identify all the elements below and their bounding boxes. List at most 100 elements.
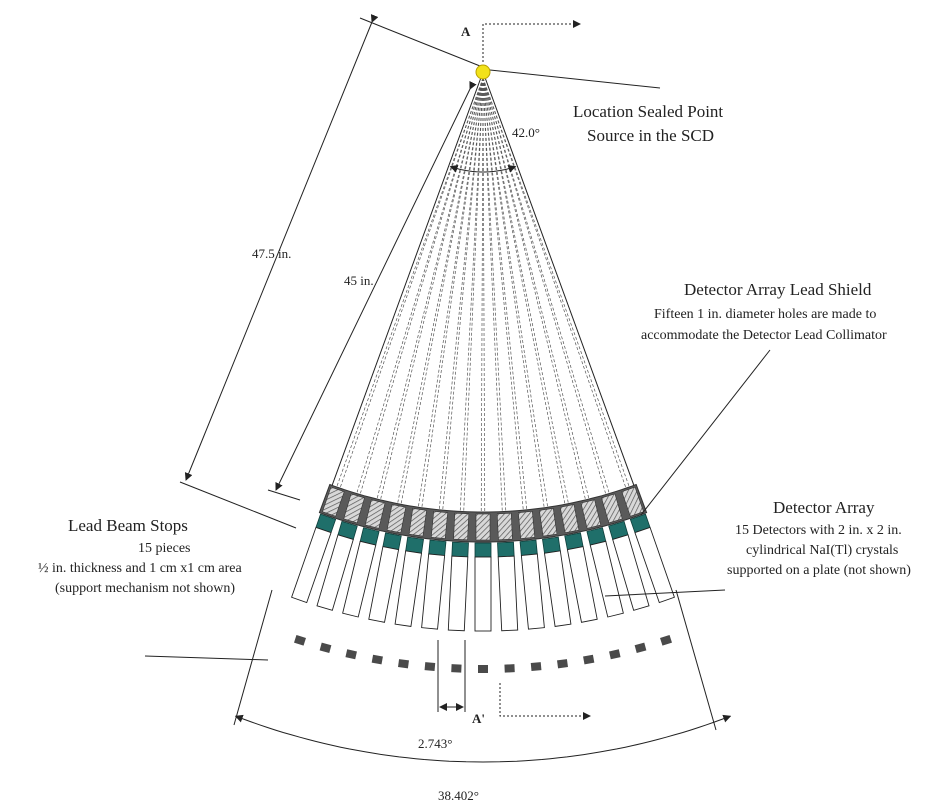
nai-crystal <box>405 536 424 554</box>
stops-desc-line1: 15 pieces <box>138 541 190 556</box>
detector-tube <box>316 534 354 611</box>
detector-tube <box>474 556 492 632</box>
beam-stop <box>557 659 568 669</box>
beam-stop <box>424 662 436 672</box>
detector-tube <box>543 550 572 627</box>
nai-crystal <box>542 536 561 554</box>
source-title-line2: Source in the SCD <box>587 126 714 145</box>
ray-line <box>331 77 484 502</box>
beam-stop <box>634 642 647 653</box>
detector-tube <box>497 555 519 632</box>
inner-dimension-arrow <box>275 80 477 491</box>
span-angle-arc <box>234 714 732 763</box>
nai-crystal <box>428 539 447 556</box>
ray-line <box>440 77 484 526</box>
collimator-hole <box>408 508 427 537</box>
detector-tube <box>589 540 624 618</box>
apex-angle-label: 42.0° <box>512 125 540 140</box>
collimator-hole <box>343 493 365 524</box>
stops-leader-line <box>144 655 269 661</box>
crystal-row <box>315 513 651 558</box>
ray-line <box>482 77 572 519</box>
collimator-hole <box>518 511 536 539</box>
nai-crystal <box>519 539 538 556</box>
collimator-hole <box>430 511 448 539</box>
detector-tube <box>566 546 598 623</box>
inner-dimension-label: 45 in. <box>344 273 374 288</box>
ray-line <box>482 77 529 525</box>
span-angle-label: 38.402° <box>438 788 479 803</box>
detector-tube <box>342 540 377 618</box>
beam-stop <box>583 654 595 665</box>
outer-dimension-label: 47.5 in. <box>252 246 291 261</box>
nai-crystal <box>451 541 469 558</box>
section-a-arrow <box>482 20 581 62</box>
beam-stop <box>478 665 488 673</box>
array-desc-line3: supported on a plate (not shown) <box>727 563 911 578</box>
ray-line <box>482 77 590 515</box>
array-title: Detector Array <box>773 498 875 517</box>
detector-tube <box>291 526 332 604</box>
collimator-hole <box>539 508 558 537</box>
section-label-a: A <box>461 24 471 39</box>
ray-line <box>482 77 486 527</box>
shield-leader-line <box>640 349 771 516</box>
extension-line <box>267 489 301 501</box>
extension-line <box>179 481 297 529</box>
detector-tube <box>634 526 675 604</box>
cone-edge-line <box>482 71 640 500</box>
detector-tube <box>447 555 469 632</box>
ray-line <box>376 77 484 515</box>
ray-line <box>397 77 484 520</box>
beam-stop <box>398 659 409 669</box>
detector-tube <box>612 534 650 611</box>
collimator-hole <box>496 512 513 541</box>
point-source <box>475 64 491 80</box>
detector-array <box>291 526 675 632</box>
source-title-line1: Location Sealed Point <box>573 102 723 121</box>
detector-tube <box>394 550 423 627</box>
stops-desc-line2: ½ in. thickness and 1 cm x1 cm area <box>38 561 243 576</box>
extension-line <box>489 69 661 89</box>
nai-crystal <box>474 542 492 558</box>
extension-line <box>359 17 481 67</box>
beam-stop <box>294 634 306 646</box>
dimension-lines <box>144 14 771 763</box>
shield-title: Detector Array Lead Shield <box>684 280 872 299</box>
beam-stop <box>530 662 542 672</box>
collimator-hole <box>364 499 386 529</box>
ray-line <box>482 77 547 523</box>
ray-line <box>352 77 484 508</box>
shield-desc-line1: Fifteen 1 in. diameter holes are made to <box>654 307 876 322</box>
beam-stop <box>609 649 621 660</box>
collimator-hole <box>386 504 407 534</box>
beam-stop <box>345 649 357 660</box>
array-leader-line <box>604 589 726 597</box>
beam-stop-row <box>294 634 672 673</box>
shield-desc-line2: accommodate the Detector Lead Collimator <box>641 328 887 343</box>
ray-line <box>394 77 484 519</box>
ray-line <box>437 77 484 525</box>
detector-tube <box>368 546 400 623</box>
collimator-hole <box>601 493 623 524</box>
section-a-prime-arrow <box>499 683 591 720</box>
beam-stop <box>371 654 383 665</box>
detector-tube <box>421 553 446 630</box>
ray-line <box>462 77 484 527</box>
stops-title: Lead Beam Stops <box>68 516 188 535</box>
collimator-hole <box>559 504 580 534</box>
collimator-hole <box>475 513 491 541</box>
apex-angle-arc <box>449 165 517 173</box>
ray-line <box>334 77 484 503</box>
span-extension-line <box>675 589 717 731</box>
collimator-hole <box>453 512 470 541</box>
collimator-hole <box>621 486 644 517</box>
beam-stop <box>451 664 462 673</box>
ray-line <box>419 77 484 523</box>
lead-shield <box>318 483 648 543</box>
pitch-angle-label: 2.743° <box>418 736 452 751</box>
beam-stop <box>319 642 332 653</box>
collimator-hole <box>580 499 602 529</box>
array-desc-line1: 15 Detectors with 2 in. x 2 in. <box>735 523 902 538</box>
